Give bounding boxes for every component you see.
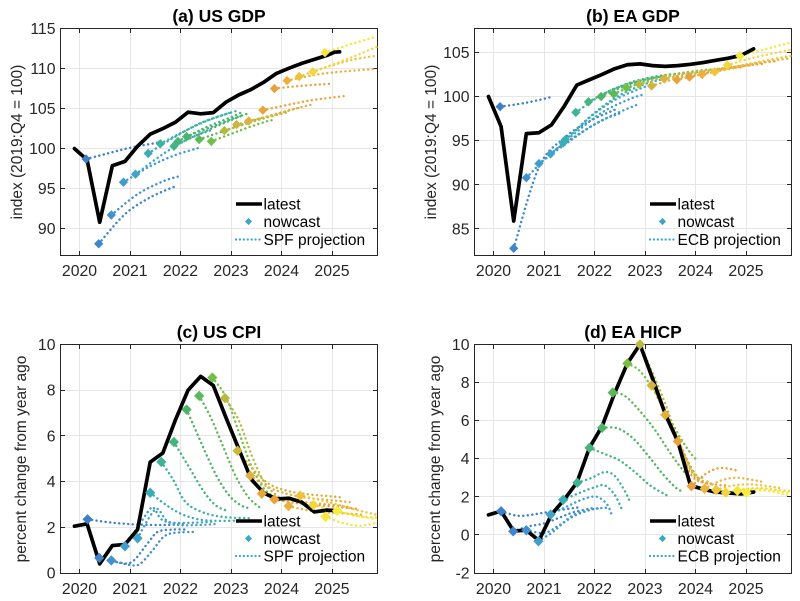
svg-text:6: 6 bbox=[461, 413, 470, 430]
svg-text:8: 8 bbox=[461, 375, 470, 392]
svg-text:110: 110 bbox=[30, 61, 55, 78]
svg-text:2023: 2023 bbox=[213, 263, 248, 280]
svg-text:115: 115 bbox=[30, 21, 55, 38]
svg-text:2024: 2024 bbox=[264, 581, 299, 598]
svg-text:4: 4 bbox=[47, 474, 56, 491]
svg-text:95: 95 bbox=[452, 133, 470, 150]
svg-text:6: 6 bbox=[47, 428, 56, 445]
svg-text:100: 100 bbox=[443, 89, 470, 106]
svg-text:2025: 2025 bbox=[314, 581, 349, 598]
svg-text:10: 10 bbox=[452, 337, 470, 354]
svg-text:0: 0 bbox=[461, 527, 470, 544]
svg-text:0: 0 bbox=[47, 566, 56, 583]
svg-text:2022: 2022 bbox=[163, 263, 198, 280]
svg-text:2021: 2021 bbox=[526, 581, 561, 598]
svg-text:85: 85 bbox=[452, 221, 470, 238]
svg-text:(d) EA HICP: (d) EA HICP bbox=[584, 322, 682, 342]
svg-text:90: 90 bbox=[38, 221, 56, 238]
svg-text:(c) US CPI: (c) US CPI bbox=[177, 322, 262, 342]
svg-text:-2: -2 bbox=[455, 566, 469, 583]
svg-text:2020: 2020 bbox=[476, 581, 511, 598]
svg-text:nowcast: nowcast bbox=[264, 214, 322, 231]
svg-text:nowcast: nowcast bbox=[678, 214, 736, 231]
svg-text:(b) EA GDP: (b) EA GDP bbox=[586, 6, 680, 26]
svg-text:2024: 2024 bbox=[264, 263, 299, 280]
svg-text:2020: 2020 bbox=[476, 263, 511, 280]
svg-text:ECB projection: ECB projection bbox=[678, 232, 781, 249]
svg-text:90: 90 bbox=[452, 177, 470, 194]
svg-text:nowcast: nowcast bbox=[264, 531, 322, 548]
svg-text:2022: 2022 bbox=[163, 581, 198, 598]
svg-text:latest: latest bbox=[264, 197, 302, 214]
svg-text:ECB projection: ECB projection bbox=[678, 549, 781, 566]
svg-text:2021: 2021 bbox=[526, 263, 561, 280]
svg-text:2025: 2025 bbox=[728, 581, 763, 598]
svg-text:10: 10 bbox=[38, 337, 56, 354]
svg-text:2021: 2021 bbox=[112, 581, 147, 598]
svg-text:105: 105 bbox=[29, 101, 56, 118]
svg-text:latest: latest bbox=[264, 514, 302, 531]
svg-text:100: 100 bbox=[29, 141, 56, 158]
svg-text:2: 2 bbox=[47, 520, 56, 537]
svg-text:SPF projection: SPF projection bbox=[264, 549, 366, 566]
svg-text:8: 8 bbox=[47, 383, 56, 400]
svg-text:percent change from year ago: percent change from year ago bbox=[427, 356, 444, 563]
svg-text:2023: 2023 bbox=[213, 581, 248, 598]
svg-text:2025: 2025 bbox=[728, 263, 763, 280]
svg-text:2022: 2022 bbox=[577, 263, 612, 280]
svg-text:2020: 2020 bbox=[62, 581, 97, 598]
svg-text:95: 95 bbox=[38, 181, 56, 198]
svg-text:2020: 2020 bbox=[62, 263, 97, 280]
svg-text:2022: 2022 bbox=[577, 581, 612, 598]
svg-text:2: 2 bbox=[461, 489, 470, 506]
svg-text:2024: 2024 bbox=[678, 581, 713, 598]
svg-text:2021: 2021 bbox=[112, 263, 147, 280]
svg-text:percent change from year ago: percent change from year ago bbox=[13, 356, 30, 563]
svg-text:2024: 2024 bbox=[678, 263, 713, 280]
svg-text:(a) US GDP: (a) US GDP bbox=[172, 6, 266, 26]
svg-text:4: 4 bbox=[461, 451, 470, 468]
svg-text:2025: 2025 bbox=[314, 263, 349, 280]
svg-text:index (2019:Q4 = 100): index (2019:Q4 = 100) bbox=[9, 65, 26, 220]
svg-text:latest: latest bbox=[678, 197, 716, 214]
svg-text:nowcast: nowcast bbox=[678, 531, 736, 548]
svg-text:105: 105 bbox=[443, 45, 470, 62]
svg-text:2023: 2023 bbox=[627, 581, 662, 598]
svg-text:index (2019:Q4 = 100): index (2019:Q4 = 100) bbox=[423, 65, 440, 220]
svg-text:2023: 2023 bbox=[627, 263, 662, 280]
svg-text:latest: latest bbox=[678, 514, 716, 531]
svg-text:SPF projection: SPF projection bbox=[264, 232, 366, 249]
